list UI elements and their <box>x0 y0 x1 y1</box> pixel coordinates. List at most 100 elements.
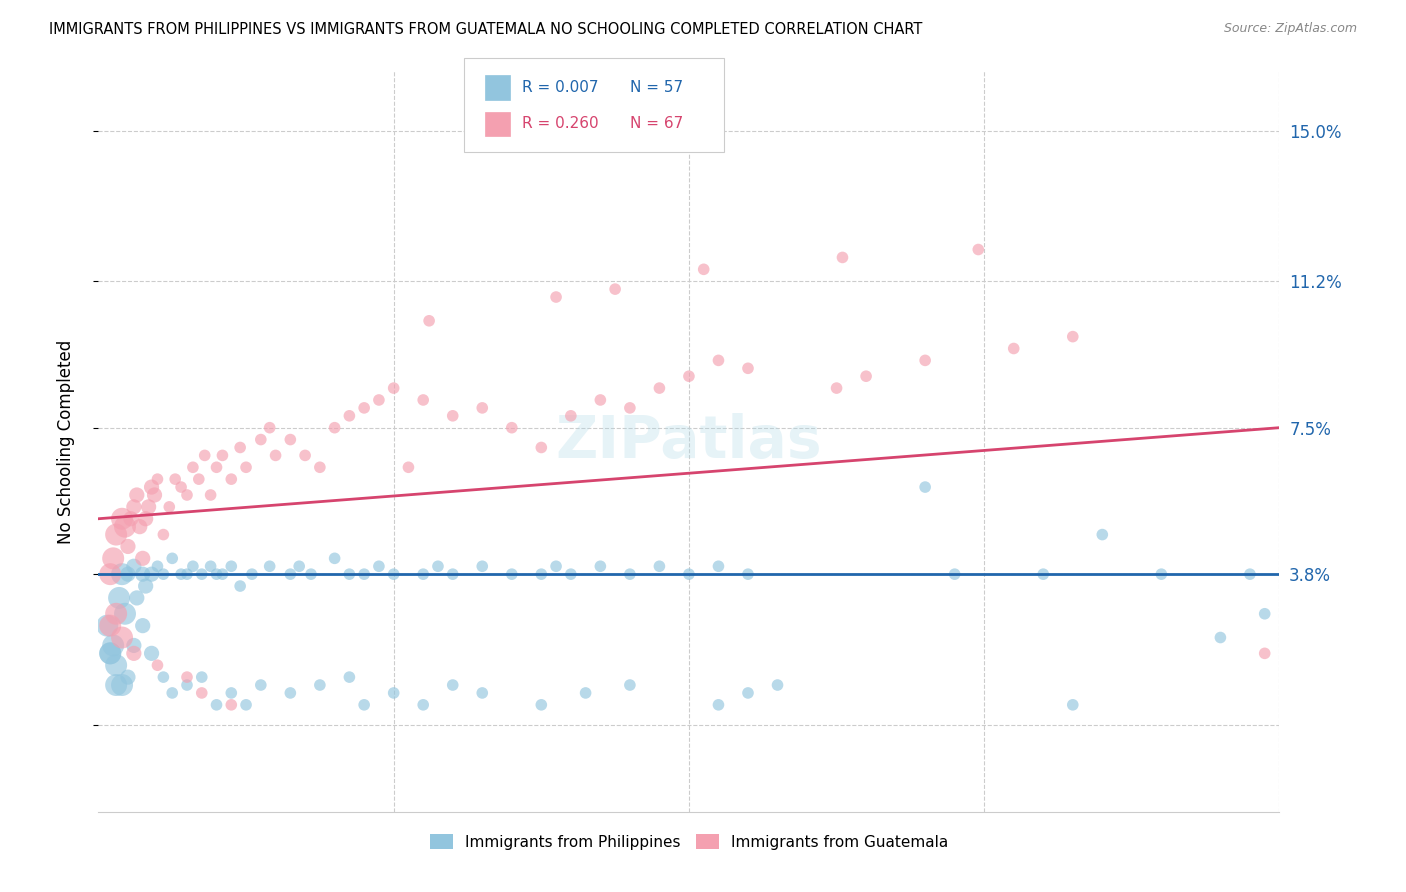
Point <box>1062 698 1084 712</box>
Point <box>181 559 204 574</box>
Point <box>191 686 214 700</box>
Point <box>111 512 134 526</box>
Point <box>181 460 204 475</box>
Point <box>339 567 361 582</box>
Point <box>105 678 128 692</box>
Point <box>146 472 169 486</box>
Point <box>132 567 155 582</box>
Point <box>98 646 121 660</box>
Point <box>605 282 627 296</box>
Point <box>122 559 145 574</box>
Point <box>176 567 198 582</box>
Point <box>412 392 434 407</box>
Point <box>122 646 145 660</box>
Point <box>114 607 136 621</box>
Point <box>111 567 134 582</box>
Point <box>138 500 160 514</box>
Point <box>546 559 568 574</box>
Point <box>299 567 322 582</box>
Point <box>143 488 166 502</box>
Point <box>176 488 198 502</box>
Point <box>98 618 121 632</box>
Point <box>259 420 281 434</box>
Point <box>221 686 243 700</box>
Point <box>105 607 128 621</box>
Point <box>693 262 716 277</box>
Point <box>412 698 434 712</box>
Point <box>152 567 174 582</box>
Point <box>280 433 302 447</box>
Point <box>200 488 222 502</box>
Point <box>707 353 730 368</box>
Point <box>831 251 853 265</box>
Point <box>200 559 222 574</box>
Point <box>737 361 759 376</box>
Point <box>205 460 228 475</box>
Point <box>619 567 641 582</box>
Point <box>103 551 125 566</box>
Point <box>309 678 332 692</box>
Point <box>560 567 582 582</box>
Point <box>1254 646 1277 660</box>
Point <box>737 686 759 700</box>
Point <box>128 519 150 533</box>
Point <box>135 512 157 526</box>
Point <box>1209 631 1232 645</box>
Point <box>530 441 553 455</box>
Point <box>98 567 121 582</box>
Point <box>235 460 257 475</box>
Point <box>250 433 273 447</box>
Point <box>259 559 281 574</box>
Point <box>103 639 125 653</box>
Point <box>120 512 142 526</box>
Point <box>105 658 128 673</box>
Point <box>427 559 450 574</box>
Point <box>589 392 612 407</box>
Point <box>122 500 145 514</box>
Y-axis label: No Schooling Completed: No Schooling Completed <box>56 340 75 543</box>
Text: IMMIGRANTS FROM PHILIPPINES VS IMMIGRANTS FROM GUATEMALA NO SCHOOLING COMPLETED : IMMIGRANTS FROM PHILIPPINES VS IMMIGRANT… <box>49 22 922 37</box>
Text: R = 0.007: R = 0.007 <box>522 80 598 95</box>
Point <box>766 678 789 692</box>
Point <box>162 551 183 566</box>
Point <box>530 698 553 712</box>
Point <box>1032 567 1054 582</box>
Point <box>146 559 169 574</box>
Point <box>943 567 966 582</box>
Point <box>737 567 759 582</box>
Point <box>825 381 848 395</box>
Point <box>221 698 243 712</box>
Point <box>353 401 375 415</box>
Point <box>152 670 174 684</box>
Point <box>1254 607 1277 621</box>
Point <box>1091 527 1114 541</box>
Point <box>382 567 405 582</box>
Text: R = 0.260: R = 0.260 <box>522 117 598 131</box>
Point <box>294 449 316 463</box>
Point <box>288 559 311 574</box>
Point <box>152 527 174 541</box>
Text: Source: ZipAtlas.com: Source: ZipAtlas.com <box>1223 22 1357 36</box>
Point <box>229 579 252 593</box>
Point <box>471 559 494 574</box>
Point <box>914 353 936 368</box>
Point <box>471 686 494 700</box>
Point <box>141 567 163 582</box>
Point <box>111 631 134 645</box>
Point <box>418 314 440 328</box>
Point <box>125 591 148 605</box>
Point <box>398 460 420 475</box>
Point <box>229 441 252 455</box>
Point <box>157 500 180 514</box>
Point <box>221 472 243 486</box>
Point <box>187 472 209 486</box>
Point <box>441 567 464 582</box>
Point <box>146 658 169 673</box>
Point <box>162 686 183 700</box>
Point <box>589 559 612 574</box>
Point <box>117 670 139 684</box>
Point <box>240 567 263 582</box>
Point <box>471 401 494 415</box>
Point <box>309 460 332 475</box>
Legend: Immigrants from Philippines, Immigrants from Guatemala: Immigrants from Philippines, Immigrants … <box>423 828 955 856</box>
